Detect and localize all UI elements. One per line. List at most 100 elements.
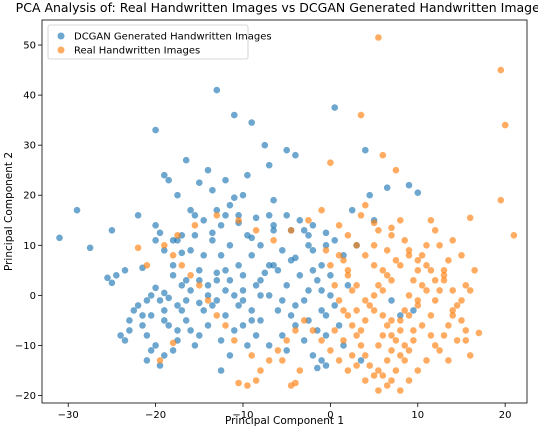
data-point (287, 227, 295, 234)
data-point (362, 252, 369, 259)
data-point (309, 222, 317, 229)
data-point (458, 252, 465, 259)
data-point (322, 229, 330, 237)
data-point (274, 267, 282, 274)
data-point (191, 212, 199, 219)
data-point (405, 292, 413, 299)
data-point (300, 317, 308, 324)
data-point (204, 166, 212, 174)
data-point (257, 317, 264, 324)
data-point (270, 222, 277, 229)
data-point (427, 267, 435, 274)
data-point (265, 161, 273, 169)
data-point (375, 282, 382, 289)
data-point (375, 34, 382, 41)
data-point (353, 307, 360, 314)
data-point (231, 337, 238, 344)
data-point (327, 272, 334, 279)
data-point (375, 227, 382, 234)
data-point (174, 327, 181, 334)
data-point (340, 257, 347, 264)
y-tick-label: −20 (15, 391, 36, 402)
data-point (196, 267, 203, 274)
data-point (169, 272, 177, 279)
data-point (187, 327, 194, 334)
data-point (388, 232, 395, 239)
data-point (252, 332, 260, 339)
data-point (305, 242, 312, 249)
data-point (235, 302, 242, 309)
data-point (134, 212, 142, 219)
data-point (292, 254, 299, 262)
data-point (196, 299, 203, 307)
data-point (357, 212, 365, 219)
data-point (274, 347, 282, 354)
data-point (423, 242, 430, 249)
data-point (283, 212, 291, 219)
data-point (283, 347, 291, 354)
data-point (130, 307, 138, 314)
y-tick-label: 40 (23, 91, 36, 102)
data-point (397, 312, 404, 319)
data-point (405, 312, 413, 319)
data-point (366, 302, 374, 309)
data-point (265, 292, 273, 299)
data-point (257, 367, 264, 374)
data-point (344, 272, 352, 279)
data-point (318, 287, 325, 294)
data-point (397, 262, 404, 269)
data-point (305, 217, 312, 224)
data-point (375, 367, 382, 374)
plot-frame (41, 19, 528, 404)
data-point (410, 307, 417, 314)
data-point (147, 312, 155, 319)
y-tick-label: 10 (23, 241, 36, 252)
data-point (178, 262, 186, 269)
data-point (379, 287, 387, 294)
data-point (401, 342, 409, 349)
data-point (279, 297, 286, 304)
data-point (375, 342, 382, 349)
data-point (292, 151, 299, 159)
data-point (344, 282, 352, 289)
data-point (397, 387, 404, 394)
y-tick-label: 30 (23, 141, 36, 152)
data-point (305, 232, 312, 239)
data-point (161, 317, 168, 324)
data-point (270, 227, 277, 234)
data-point (449, 287, 457, 294)
data-point (440, 332, 448, 339)
data-point (388, 224, 395, 232)
data-point (231, 292, 238, 299)
data-point (239, 272, 247, 279)
data-point (379, 312, 387, 319)
data-point (440, 272, 448, 279)
data-point (283, 146, 291, 154)
data-point (182, 317, 190, 324)
data-point (244, 171, 251, 179)
data-point (318, 206, 325, 214)
data-point (344, 367, 352, 374)
data-point (292, 379, 299, 387)
data-point (217, 367, 225, 374)
data-point (300, 337, 308, 344)
data-point (244, 382, 251, 389)
data-point (383, 382, 391, 389)
data-point (353, 332, 360, 339)
data-point (370, 242, 378, 249)
data-point (248, 252, 255, 259)
data-point (213, 312, 221, 319)
data-point (178, 282, 186, 289)
data-point (174, 232, 181, 239)
data-point (427, 312, 435, 319)
data-point (340, 307, 347, 314)
series-0 (56, 86, 422, 374)
data-point (261, 269, 269, 277)
data-point (200, 252, 207, 259)
data-point (292, 302, 299, 309)
data-point (414, 189, 422, 196)
data-point (296, 272, 304, 279)
data-point (379, 332, 387, 339)
data-point (471, 267, 478, 274)
data-point (169, 252, 177, 259)
